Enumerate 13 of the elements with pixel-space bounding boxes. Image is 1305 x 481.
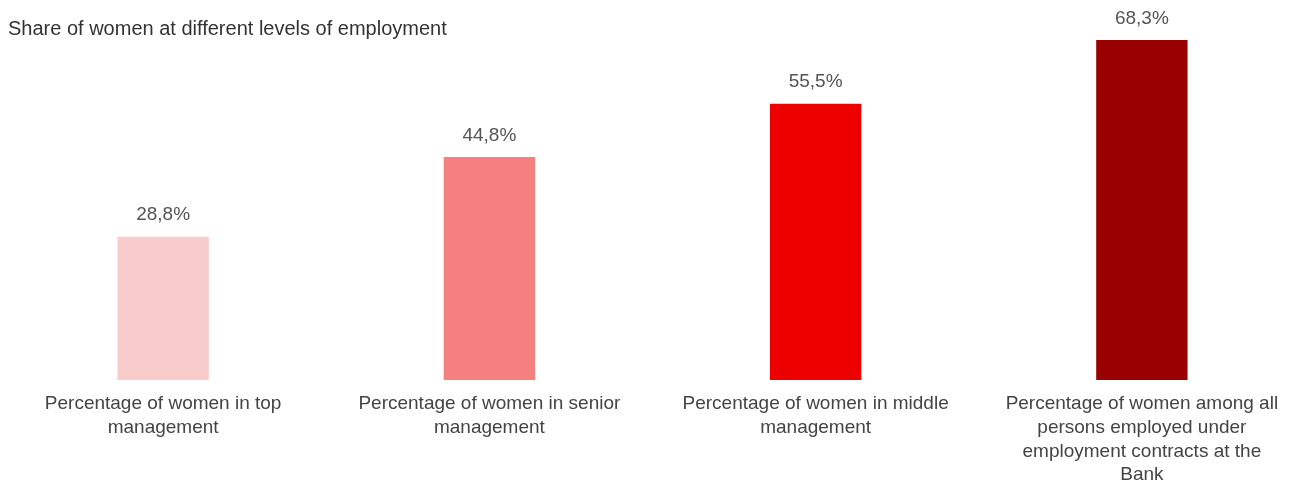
x-tick-label: Percentage of women among all persons employed under employment contracts at the Bank: [1005, 392, 1279, 481]
data-label: 28,8%: [136, 203, 191, 225]
data-label: 44,8%: [462, 123, 517, 145]
bar: [117, 236, 209, 380]
x-tick-label: Percentage of women in top management: [44, 392, 282, 437]
bar: [769, 103, 862, 380]
data-label: 68,3%: [1114, 6, 1169, 28]
bar: [1096, 40, 1188, 380]
data-label: 55,5%: [788, 70, 843, 92]
bar: [443, 156, 536, 380]
x-tick-label: Percentage of women in senior management: [358, 392, 622, 437]
x-tick-label: Percentage of women in middle management: [682, 392, 949, 437]
chart-title: Share of women at different levels of employment: [8, 17, 447, 40]
